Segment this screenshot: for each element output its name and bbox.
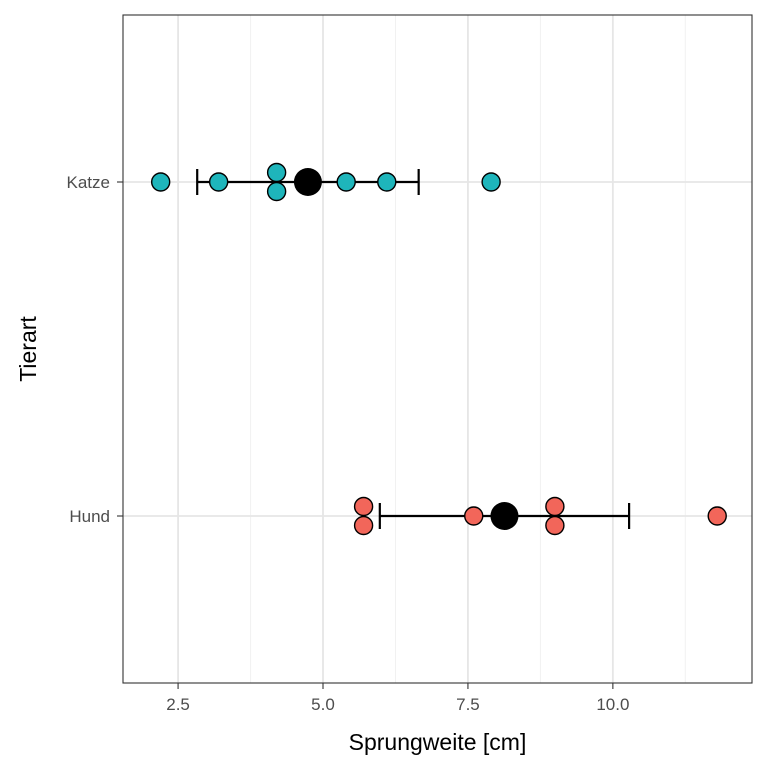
data-point [353, 496, 374, 517]
data-point [353, 515, 374, 536]
data-point [377, 172, 397, 192]
data-point [481, 172, 501, 192]
x-axis-title: Sprungweite [cm] [349, 729, 527, 755]
x-tick-label: 5.0 [311, 695, 335, 714]
data-point [545, 496, 565, 517]
data-point [208, 172, 229, 192]
y-tick-label: Hund [69, 507, 110, 526]
mean-point [490, 502, 519, 530]
panel-border [122, 14, 753, 684]
data-point [150, 172, 171, 192]
y-axis-title: Tierart [15, 316, 41, 382]
data-point [336, 172, 356, 192]
data-point [707, 506, 727, 526]
x-tick-label: 7.5 [456, 695, 480, 714]
data-point [266, 162, 287, 183]
series-katze [150, 162, 501, 202]
x-tick-label: 10.0 [596, 695, 629, 714]
axes: 2.5 5.0 7.5 10.0 Hund Katze [67, 173, 630, 714]
y-tick-label: Katze [67, 173, 110, 192]
mean-point [293, 168, 322, 196]
series-hund [353, 496, 727, 536]
data-point [464, 506, 484, 526]
grid-lines [123, 15, 752, 683]
x-tick-label: 2.5 [166, 695, 190, 714]
data-layer [150, 162, 727, 536]
data-point [266, 181, 287, 202]
data-point [545, 515, 565, 536]
